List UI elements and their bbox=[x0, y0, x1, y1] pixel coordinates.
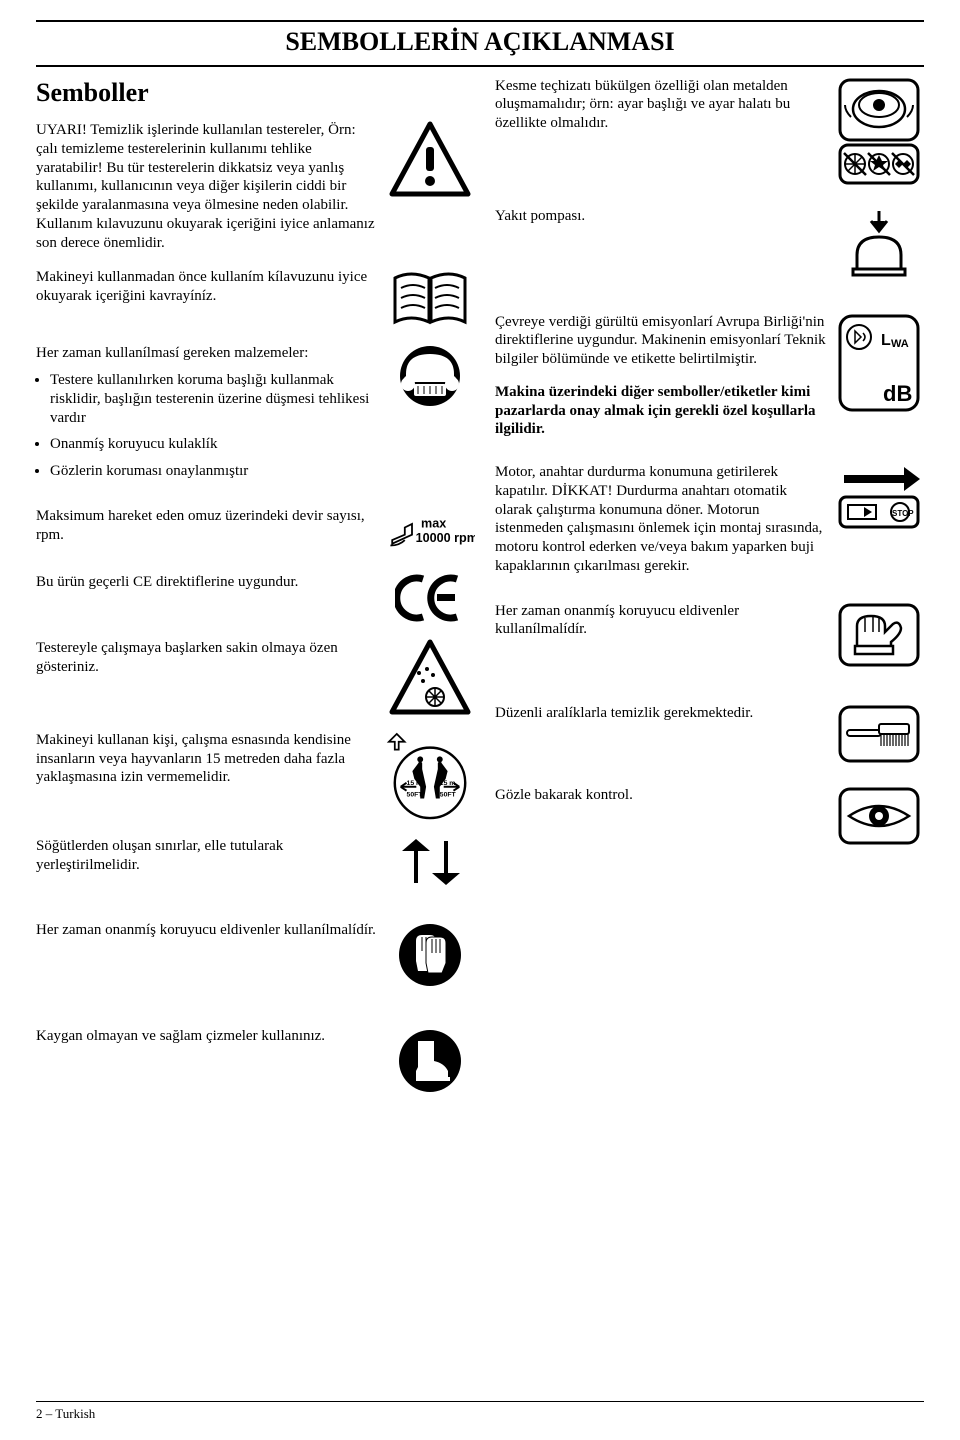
entry-visual: Gözle bakarak kontrol. bbox=[495, 786, 924, 846]
clean-text: Düzenli aralíklarla temizlik gerekmekted… bbox=[495, 704, 826, 723]
distance-text: Makineyi kullanan kişi, çalışma esnasınd… bbox=[36, 731, 377, 787]
entry-arrows: Söğütlerden oluşan sınırlar, elle tutula… bbox=[36, 837, 475, 887]
open-book-icon bbox=[385, 268, 475, 328]
entry-gloves-right: Her zaman onanmíş koruyucu eldivenler ku… bbox=[495, 602, 924, 668]
helmet-icon bbox=[385, 344, 475, 408]
noise-paragraph: Çevreye verdiği gürültü emisyonlarí Avru… bbox=[495, 313, 826, 369]
bullet-ear: Onanmíş koruyucu kulaklík bbox=[50, 435, 377, 454]
svg-text:dB: dB bbox=[883, 381, 912, 406]
fuel-text: Yakıt pompası. bbox=[495, 207, 826, 226]
content-columns: Semboller UYARI! Temizlik işlerinde kull… bbox=[36, 77, 924, 1111]
willows-text: Söğütlerden oluşan sınırlar, elle tutula… bbox=[36, 837, 377, 875]
ce-text: Bu ürün geçerli CE direktiflerine uygund… bbox=[36, 573, 377, 592]
right-column: Kesme teçhizatı bükülgen özelliği olan m… bbox=[495, 77, 924, 1111]
eye-box-icon bbox=[834, 786, 924, 846]
boot-circle-icon bbox=[385, 1027, 475, 1095]
entry-ppe: Her zaman kullanílmasí gereken malzemele… bbox=[36, 344, 475, 491]
warning-text: UYARI! Temizlik işlerinde kullanılan tes… bbox=[36, 121, 377, 252]
ce-mark-icon bbox=[385, 573, 475, 623]
entry-noise: Çevreye verdiği gürültü emisyonlarí Avru… bbox=[495, 313, 924, 440]
entry-warning: UYARI! Temizlik işlerinde kullanılan tes… bbox=[36, 121, 475, 252]
materials-bullets: Testere kullanılırken koruma başlığı kul… bbox=[50, 371, 377, 481]
labels-note: Makina üzerindeki diğer semboller/etiket… bbox=[495, 383, 826, 439]
visual-text: Gözle bakarak kontrol. bbox=[495, 786, 826, 805]
up-down-arrows-icon bbox=[385, 837, 475, 887]
distance-m-left: 15 m bbox=[407, 780, 423, 787]
warning-triangle-icon bbox=[385, 121, 475, 197]
entry-distance: Makineyi kullanan kişi, çalışma esnasınd… bbox=[36, 731, 475, 821]
bullet-eye: Gözlerin koruması onaylanmıştır bbox=[50, 462, 377, 481]
entry-ce: Bu ürün geçerli CE direktiflerine uygund… bbox=[36, 573, 475, 623]
ppe-text-block: Her zaman kullanílmasí gereken malzemele… bbox=[36, 344, 377, 491]
svg-text:WA: WA bbox=[891, 338, 909, 350]
page-footer: 2 – Turkish bbox=[36, 1401, 924, 1422]
trimmer-head-icon bbox=[834, 77, 924, 187]
fuel-pump-icon bbox=[834, 207, 924, 279]
manual-text: Makineyi kullanmadan önce kullaním kílav… bbox=[36, 268, 377, 306]
distance-m-right: 15 m bbox=[440, 780, 456, 787]
distance-icon: 15 m 50FT 15 m 50FT bbox=[385, 731, 475, 821]
boots-text: Kaygan olmayan ve sağlam çizmeler kullan… bbox=[36, 1027, 377, 1046]
debris-triangle-icon bbox=[385, 639, 475, 715]
section-subheading: Semboller bbox=[36, 77, 475, 110]
entry-gloves-left: Her zaman onanmíş koruyucu eldivenler ku… bbox=[36, 921, 475, 989]
rpm-text: Maksimum hareket eden omuz üzerindeki de… bbox=[36, 507, 377, 545]
noise-text: Çevreye verdiği gürültü emisyonlarí Avru… bbox=[495, 313, 826, 440]
mitten-box-icon bbox=[834, 602, 924, 668]
stop-text: Motor, anahtar durdurma konumuna getiril… bbox=[495, 463, 826, 576]
entry-manual: Makineyi kullanmadan önce kullaním kílav… bbox=[36, 268, 475, 328]
bullet-helmet: Testere kullanılırken koruma başlığı kul… bbox=[50, 371, 377, 427]
distance-ft-right: 50FT bbox=[440, 791, 457, 798]
rpm-value-label: 10000 rpm bbox=[416, 531, 475, 545]
gloves-right-text: Her zaman onanmíş koruyucu eldivenler ku… bbox=[495, 602, 826, 640]
entry-trimmer-head: Kesme teçhizatı bükülgen özelliği olan m… bbox=[495, 77, 924, 187]
gloves-circle-icon bbox=[385, 921, 475, 989]
entry-clean: Düzenli aralíklarla temizlik gerekmekted… bbox=[495, 704, 924, 764]
svg-text:L: L bbox=[881, 332, 891, 349]
rpm-icon: max 10000 rpm bbox=[385, 507, 475, 557]
noise-emission-icon: L WA dB bbox=[834, 313, 924, 413]
brush-box-icon bbox=[834, 704, 924, 764]
gloves-left-text: Her zaman onanmíş koruyucu eldivenler ku… bbox=[36, 921, 377, 940]
entry-debris: Testereyle çalışmaya başlarken sakin olm… bbox=[36, 639, 475, 715]
distance-ft-left: 50FT bbox=[407, 791, 424, 798]
entry-boots: Kaygan olmayan ve sağlam çizmeler kullan… bbox=[36, 1027, 475, 1095]
page-title: SEMBOLLERİN AÇIKLANMASI bbox=[36, 20, 924, 67]
debris-text: Testereyle çalışmaya başlarken sakin olm… bbox=[36, 639, 377, 677]
materials-intro: Her zaman kullanílmasí gereken malzemele… bbox=[36, 344, 377, 363]
rpm-max-label: max bbox=[421, 516, 446, 530]
metal-text: Kesme teçhizatı bükülgen özelliği olan m… bbox=[495, 77, 826, 133]
svg-text:STOP: STOP bbox=[892, 509, 914, 518]
entry-rpm: Maksimum hareket eden omuz üzerindeki de… bbox=[36, 507, 475, 557]
left-column: Semboller UYARI! Temizlik işlerinde kull… bbox=[36, 77, 475, 1111]
entry-stop: Motor, anahtar durdurma konumuna getiril… bbox=[495, 463, 924, 576]
stop-switch-icon: STOP bbox=[834, 463, 924, 533]
entry-fuel: Yakıt pompası. bbox=[495, 207, 924, 279]
